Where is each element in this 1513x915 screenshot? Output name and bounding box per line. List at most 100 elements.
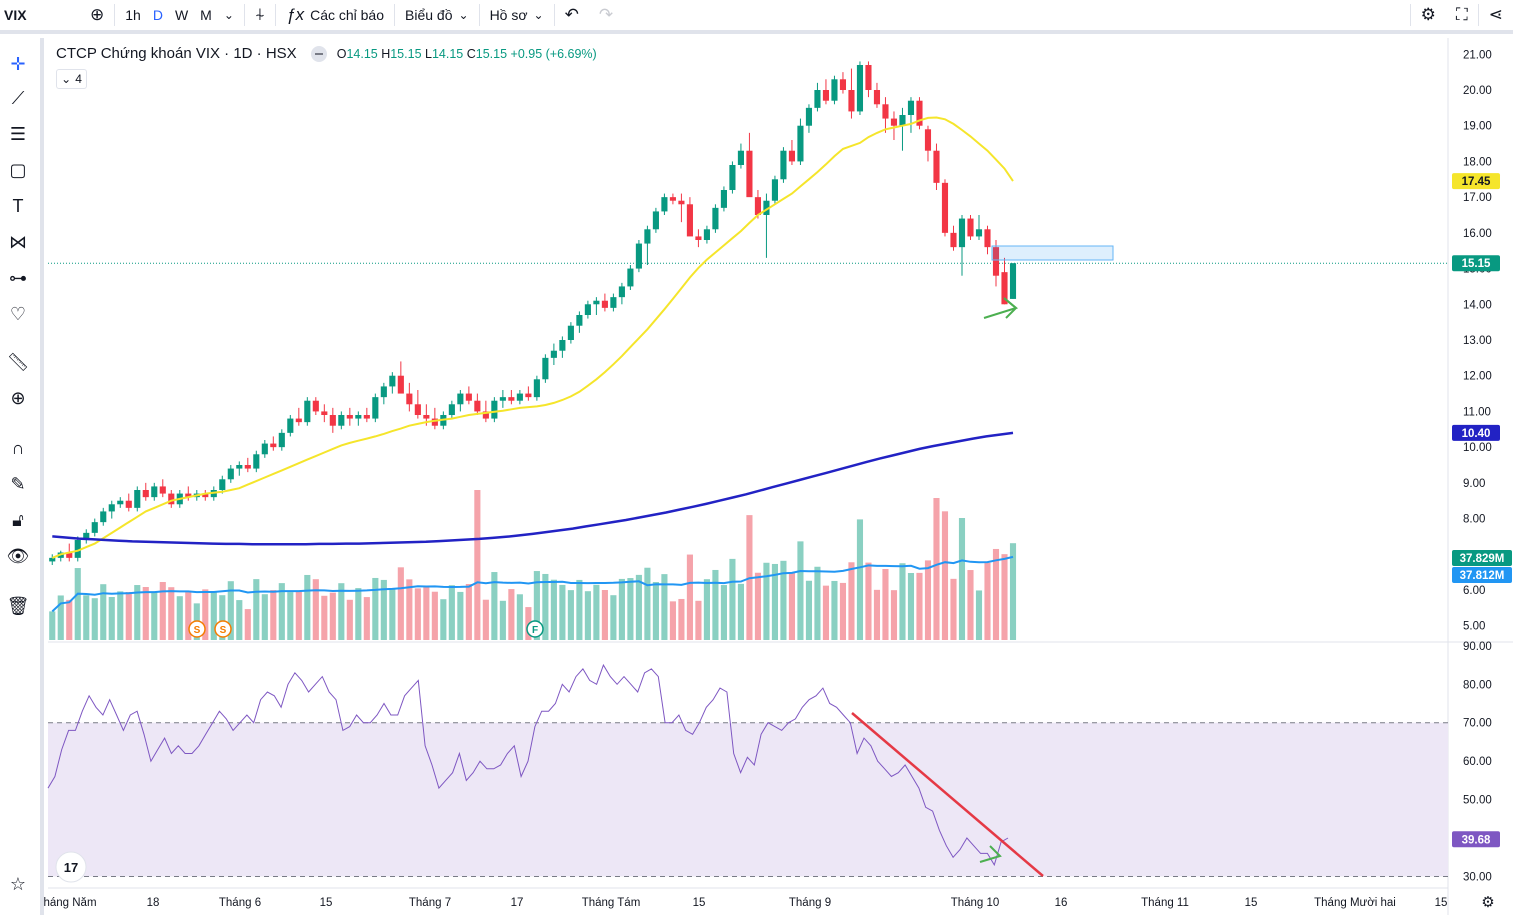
settings-button[interactable]: ⚙ (1411, 0, 1446, 32)
time-axis-label: Tháng Mười hai (1314, 897, 1396, 909)
candle-body (907, 100, 915, 115)
chevron-down-icon: ⌄ (533, 8, 544, 22)
magnet-icon[interactable]: ∩ (11, 437, 25, 458)
candle-body (848, 90, 855, 112)
volume-bar (117, 591, 124, 640)
candle-body (924, 129, 932, 151)
timeframe-m[interactable]: M (200, 7, 212, 23)
trash-icon[interactable]: 🗑︎ (6, 595, 30, 616)
volume-bar (771, 563, 778, 640)
volume-bar (839, 582, 847, 640)
candle-body (304, 400, 311, 423)
rsi-axis-label: 70.00 (1463, 718, 1492, 730)
volume-bar (890, 590, 898, 640)
star-icon[interactable]: ☆ (9, 873, 27, 894)
text-icon[interactable]: T (12, 195, 24, 216)
prediction-icon[interactable]: ⊶ (9, 267, 27, 288)
time-axis-label: háng Năm (43, 897, 96, 909)
lock-draw-icon[interactable]: ✎ (10, 473, 26, 494)
candle-body (814, 90, 821, 108)
rectangle-icon[interactable]: ▢ (9, 159, 27, 180)
undo-button[interactable]: ↶ (555, 0, 589, 32)
candle-body (678, 200, 685, 205)
time-axis-label: Tháng Tám (582, 897, 641, 909)
symbol-search[interactable]: VIX (4, 7, 27, 23)
compare-symbol-button[interactable]: ⊕ (80, 0, 114, 32)
volume-bar (66, 599, 73, 640)
pattern-icon[interactable]: ⋈ (9, 231, 27, 252)
volume-bar (584, 591, 591, 640)
volume-bar (142, 587, 149, 640)
volume-bar (227, 581, 234, 640)
chevron-down-icon[interactable]: ⌄ (223, 8, 234, 22)
timeframe-group: 1h D W M ⌄ (115, 0, 244, 32)
volume-bar (593, 584, 600, 640)
volume-bar (703, 579, 710, 640)
price-axis-label: 21.00 (1463, 49, 1492, 61)
timeframe-d[interactable]: D (152, 7, 163, 23)
candle-body (856, 65, 864, 112)
volume-bar (601, 590, 608, 640)
time-axis-label: 15 (1435, 897, 1448, 909)
legend-more-icon[interactable] (310, 45, 327, 62)
candle-body (244, 465, 251, 469)
candles-icon: ⍭ (254, 5, 266, 24)
volume-bar (899, 563, 906, 640)
candle-body (287, 418, 294, 433)
price-axis-label: 5.00 (1463, 621, 1485, 633)
zoom-icon[interactable]: ⊕ (10, 387, 26, 408)
indicators-button[interactable]: ƒx Các chỉ báo (276, 0, 394, 32)
volume-bar (329, 592, 336, 640)
divider (394, 4, 396, 26)
volume-bar (236, 600, 243, 640)
eye-icon[interactable]: 👁︎ (6, 545, 30, 566)
candle-body (805, 107, 813, 126)
volume-bar (508, 589, 515, 640)
chart-type-button[interactable]: ⍭ (245, 0, 275, 32)
rsi-axis-label: 60.00 (1463, 756, 1492, 768)
timeframe-w[interactable]: W (174, 7, 189, 23)
candle-body (831, 79, 838, 101)
candle-body (397, 375, 404, 394)
time-axis-label: Tháng 7 (409, 897, 451, 909)
volume-bar (550, 579, 557, 640)
candle-body (219, 479, 226, 490)
volume-bar (397, 567, 404, 640)
trend-line-icon[interactable]: ⟋ (11, 87, 25, 108)
candle-body (984, 229, 991, 248)
redo-button[interactable]: ↷ (589, 0, 623, 32)
unlock-icon[interactable]: 🔓︎ (12, 509, 24, 530)
candle-body (270, 443, 277, 448)
candle-body (644, 229, 651, 244)
ma200-tag-bg (1452, 424, 1500, 441)
candle-body (168, 493, 175, 505)
volume-bar (304, 574, 311, 640)
volume-bars (49, 490, 1017, 640)
profile-menu-button[interactable]: Hồ sơ ⌄ (480, 0, 554, 32)
ma200-tag: 10.40 (1462, 428, 1491, 440)
share-button[interactable]: ⋖ (1479, 0, 1513, 32)
crosshair-icon[interactable]: ✛ (10, 53, 26, 74)
time-axis-label: 16 (1055, 897, 1068, 909)
volume-bar (168, 587, 175, 640)
chart-menu-button[interactable]: Biểu đồ ⌄ (395, 0, 479, 32)
volume-bar (312, 579, 319, 640)
volume-bar (805, 580, 813, 640)
candle-body (559, 340, 566, 351)
price-axis-label: 14.00 (1463, 299, 1492, 311)
ruler-icon[interactable]: 📏︎ (6, 351, 30, 372)
timeframe-1h[interactable]: 1h (125, 7, 141, 23)
fullscreen-button[interactable]: ⛶ (1446, 0, 1478, 32)
divider (114, 4, 116, 26)
low-label: L (425, 46, 432, 61)
candle-body (227, 468, 234, 480)
fib-icon[interactable]: ☰ (9, 123, 27, 144)
heart-icon[interactable]: ♡ (9, 303, 27, 324)
volume-bar (975, 590, 983, 640)
indicators-collapse-button[interactable]: ⌄ 4 (56, 69, 87, 89)
high-value: 15.15 (390, 46, 422, 61)
rsi-axis-label: 90.00 (1463, 641, 1492, 653)
price-arrow-head (1003, 297, 1018, 319)
